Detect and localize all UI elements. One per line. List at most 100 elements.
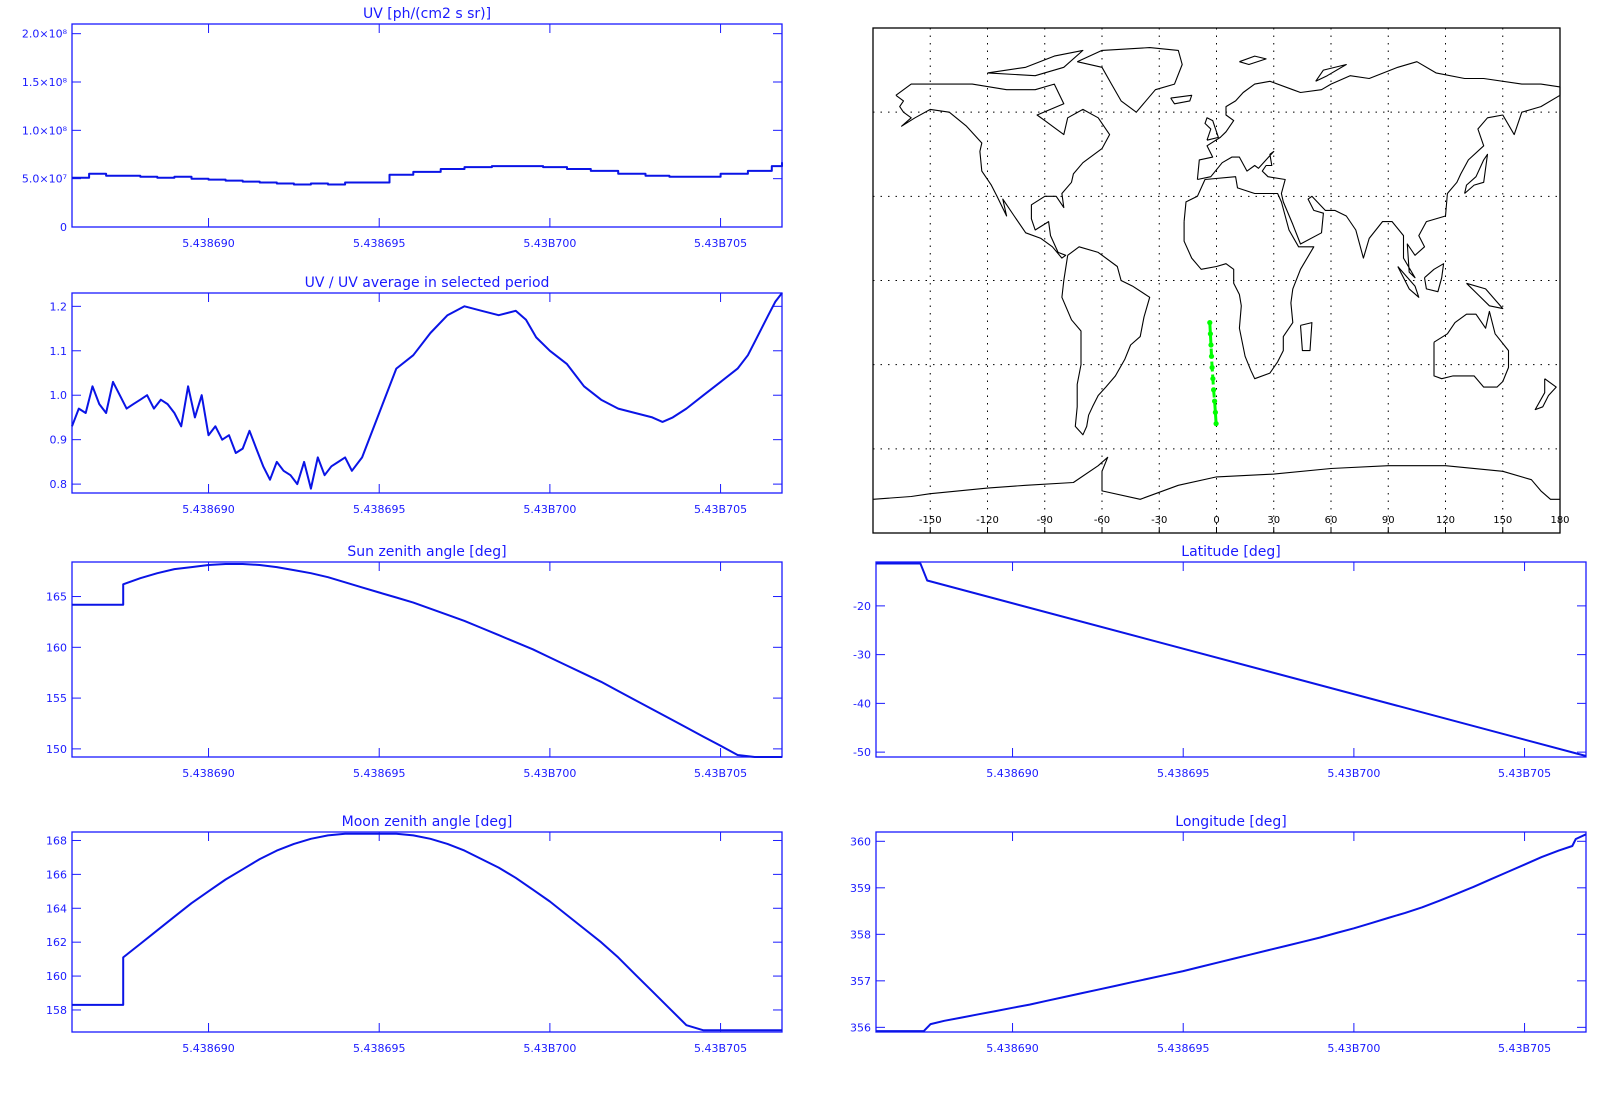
chart-title: Latitude [deg] (1181, 544, 1280, 560)
coastline (1196, 61, 1561, 279)
series-line (72, 162, 783, 186)
y-tick-label: 0.9 (50, 434, 68, 447)
y-tick-label: 0.8 (50, 478, 68, 491)
map-x-tick-label: -30 (1151, 515, 1167, 526)
chart-title: UV / UV average in selected period (305, 275, 550, 291)
map-x-tick-label: 150 (1493, 515, 1512, 526)
y-tick-label: 164 (46, 902, 67, 915)
map-x-tick-label: -150 (919, 515, 942, 526)
coastline (1061, 246, 1151, 436)
map-x-tick-label: 120 (1436, 515, 1455, 526)
series-line (876, 833, 1587, 1033)
y-tick-label: 1.2 (50, 300, 68, 313)
y-tick-label: 155 (46, 692, 67, 705)
x-tick-label: 5.438690 (182, 503, 235, 516)
y-tick-label: 2.0×10⁸ (22, 28, 68, 41)
coastline (1315, 63, 1347, 82)
y-tick-label: 160 (46, 970, 67, 983)
coastline (1466, 282, 1504, 310)
y-tick-label: 360 (850, 835, 871, 848)
x-tick-label: 5.438695 (353, 503, 406, 516)
coastline (1299, 322, 1313, 352)
y-tick-label: 1.5×10⁸ (22, 76, 68, 89)
plot-frame (71, 831, 783, 1033)
series-line (72, 563, 782, 758)
x-tick-label: 5.438695 (353, 1042, 406, 1055)
y-tick-label: 165 (46, 591, 67, 604)
x-tick-label: 5.43B700 (523, 237, 576, 250)
coastline (1239, 55, 1267, 66)
x-tick-label: 5.43B700 (523, 503, 576, 516)
series-line (71, 292, 783, 490)
map-x-tick-label: -60 (1094, 515, 1110, 526)
plot-frame (71, 23, 783, 228)
y-tick-label: 359 (850, 882, 871, 895)
y-tick-label: 356 (850, 1021, 871, 1034)
coastline (1183, 176, 1315, 380)
y-tick-label: -30 (853, 649, 871, 662)
x-tick-label: 5.43B700 (523, 1042, 576, 1055)
plot-frame (71, 561, 783, 758)
y-tick-label: -20 (853, 600, 871, 613)
y-tick-label: 160 (46, 641, 67, 654)
x-tick-label: 5.43B705 (694, 237, 747, 250)
series-line (876, 562, 1587, 757)
map-x-tick-label: 60 (1325, 515, 1338, 526)
coastline (1464, 153, 1489, 194)
chart-title: UV [ph/(cm2 s sr)] (363, 6, 491, 22)
y-tick-label: 158 (46, 1004, 67, 1017)
coastline (1204, 117, 1219, 141)
coastline (872, 456, 1560, 500)
chart-panel-6: Longitude [deg] 5.438690 5.438695 5.43B700 5… (850, 814, 1587, 1055)
chart-panel-5: Moon zenith angle [deg] 5.438690 5.438695 5… (46, 814, 783, 1055)
series-line (72, 832, 782, 1032)
y-tick-label: 162 (46, 936, 67, 949)
x-tick-label: 5.438690 (986, 1042, 1039, 1055)
chart-panel-2: UV / UV average in selected period 5.4386… (50, 275, 783, 516)
x-tick-label: 5.43B705 (694, 767, 747, 780)
y-tick-label: 168 (46, 834, 67, 847)
chart-title: Moon zenith angle [deg] (342, 814, 513, 830)
x-tick-label: 5.438695 (1157, 767, 1210, 780)
map-x-tick-label: 90 (1382, 515, 1395, 526)
y-tick-label: 1.0×10⁸ (22, 124, 68, 137)
coastline (1534, 378, 1557, 411)
coastline (1423, 263, 1445, 293)
chart-panel-3: Sun zenith angle [deg] 5.438690 5.438695 5.… (46, 544, 783, 780)
y-tick-label: 358 (850, 928, 871, 941)
y-tick-label: 166 (46, 868, 67, 881)
y-tick-label: -40 (853, 697, 871, 710)
x-tick-label: 5.438695 (1157, 1042, 1210, 1055)
map-x-tick-label: -90 (1037, 515, 1053, 526)
x-tick-label: 5.43B700 (1327, 1042, 1380, 1055)
x-tick-label: 5.438695 (353, 767, 406, 780)
x-tick-label: 5.438690 (986, 767, 1039, 780)
coastline (895, 83, 1111, 259)
y-tick-label: 1.1 (50, 345, 68, 358)
y-tick-label: 5.0×10⁷ (22, 173, 67, 186)
track-line (1208, 322, 1218, 424)
x-tick-label: 5.43B705 (694, 503, 747, 516)
x-tick-label: 5.438695 (353, 237, 406, 250)
coastline (987, 49, 1084, 77)
ground-track (1207, 320, 1219, 427)
plot-frame (875, 561, 1587, 758)
x-tick-label: 5.438690 (182, 237, 235, 250)
world-map: -150 -120 -90 -60 -30 0 30 60 90 120 150 180 (872, 27, 1570, 534)
y-tick-label: 0 (60, 221, 67, 234)
x-tick-label: 5.438690 (182, 767, 235, 780)
x-tick-label: 5.43B700 (1327, 767, 1380, 780)
coastline (1170, 94, 1193, 105)
x-tick-label: 5.43B705 (694, 1042, 747, 1055)
plot-frame (875, 831, 1587, 1033)
x-tick-label: 5.43B700 (523, 767, 576, 780)
plot-frame (71, 292, 783, 494)
x-tick-label: 5.43B705 (1498, 1042, 1551, 1055)
chart-title: Longitude [deg] (1175, 814, 1286, 830)
map-x-tick-label: 0 (1213, 515, 1219, 526)
x-tick-label: 5.438690 (182, 1042, 235, 1055)
coastline (1397, 266, 1420, 298)
coastline (1433, 310, 1510, 388)
chart-title: Sun zenith angle [deg] (347, 544, 506, 560)
